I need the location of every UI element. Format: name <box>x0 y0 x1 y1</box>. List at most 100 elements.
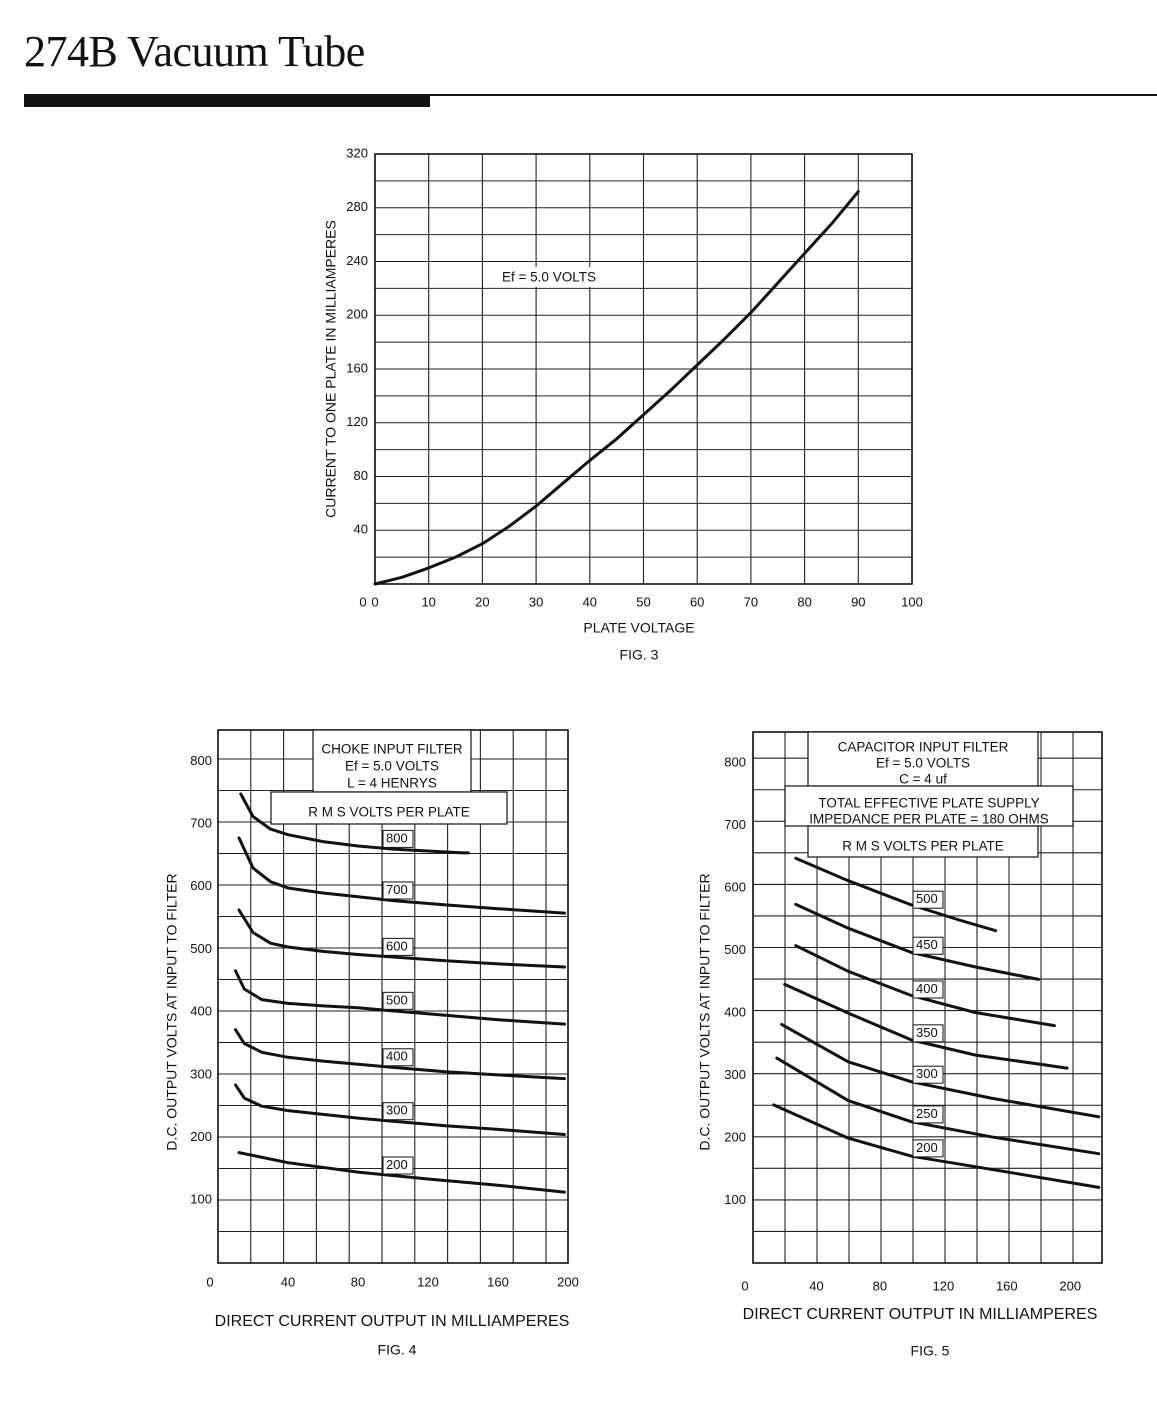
fig5-series-label-box <box>912 1139 944 1158</box>
fig5-x-tick-label: 200 <box>1059 1278 1081 1293</box>
fig3-y-tick-label: 320 <box>346 145 368 160</box>
fig3-caption: FIG. 3 <box>620 647 659 663</box>
fig5-box-line: Ef = 5.0 VOLTS <box>876 756 970 771</box>
fig5-series-label-box <box>912 1024 944 1043</box>
fig3-annotation-bg <box>490 267 602 287</box>
header-rule-thick <box>24 95 430 107</box>
fig5-y-tick-label: 600 <box>724 880 746 895</box>
fig4-series-label-box <box>382 1102 414 1121</box>
fig3-x-tick-label: 60 <box>690 594 704 609</box>
fig5-series-label: 200 <box>916 1140 938 1155</box>
fig4-caption: FIG. 4 <box>378 1342 417 1358</box>
fig5-series-line <box>780 1022 1101 1119</box>
fig3-x-tick-label: 90 <box>851 594 865 609</box>
fig4-x-tick-label: 0 <box>206 1274 213 1289</box>
fig4-x-tick-label: 120 <box>417 1274 439 1289</box>
fig5-y-axis-label: D.C. OUTPUT VOLTS AT INPUT TO FILTER <box>697 873 713 1150</box>
fig4-series-label-box <box>382 1156 414 1175</box>
fig4-series-label: 300 <box>386 1103 408 1118</box>
fig3-frame <box>374 153 913 585</box>
fig4-series-line <box>237 836 566 915</box>
fig5-series-line <box>772 1103 1101 1189</box>
fig5-series-label: 300 <box>916 1066 938 1081</box>
fig4-series-line <box>234 1028 566 1081</box>
fig3-x-tick-label: 20 <box>475 594 489 609</box>
fig5-legend-title: R M S VOLTS PER PLATE <box>842 839 1004 854</box>
fig3-x-tick-label: 10 <box>421 594 435 609</box>
fig4-y-tick-label: 400 <box>190 1004 212 1019</box>
fig5-caption: FIG. 5 <box>911 1343 950 1359</box>
fig5-y-tick-label: 700 <box>724 817 746 832</box>
fig4-x-axis-label: DIRECT CURRENT OUTPUT IN MILLIAMPERES <box>215 1313 570 1330</box>
fig5-series-label: 250 <box>916 1106 938 1121</box>
fig5-y-tick-label: 800 <box>724 755 746 770</box>
fig4-series-label: 700 <box>386 882 408 897</box>
fig5-label-box <box>807 731 1039 787</box>
fig4-y-tick-label: 500 <box>190 941 212 956</box>
fig4-x-tick-label: 200 <box>557 1274 579 1289</box>
fig5-x-tick-label: 80 <box>873 1278 887 1293</box>
fig4-series-label: 800 <box>386 830 408 845</box>
header-rule-thin <box>24 94 1157 96</box>
fig3-x-tick-label: 0 <box>359 594 366 609</box>
fig5-label-box <box>807 825 1039 858</box>
fig5-y-tick-label: 200 <box>724 1129 746 1144</box>
fig4-series-label-box <box>382 1048 414 1067</box>
fig3-y-tick-label: 80 <box>354 468 368 483</box>
fig3-annotation: Ef = 5.0 VOLTS <box>502 270 596 285</box>
fig4-y-tick-label: 700 <box>190 815 212 830</box>
fig3-x-tick-label: 100 <box>901 594 923 609</box>
fig5-series-label: 500 <box>916 891 938 906</box>
fig5-x-tick-label: 0 <box>741 1278 748 1293</box>
page-title: 274B Vacuum Tube <box>24 27 365 76</box>
fig3-y-tick-label: 280 <box>346 199 368 214</box>
fig5-series-label: 400 <box>916 981 938 996</box>
fig4-series-line <box>237 908 566 969</box>
fig4-box-line: Ef = 5.0 VOLTS <box>345 759 439 774</box>
fig5-box2-line: IMPEDANCE PER PLATE = 180 OHMS <box>809 812 1048 827</box>
fig4-series-label: 600 <box>386 938 408 953</box>
fig3-x-tick-label: 70 <box>744 594 758 609</box>
fig5-series-line <box>783 982 1069 1070</box>
fig4-series-line <box>239 792 470 855</box>
fig5-series-label-box <box>912 936 944 955</box>
fig3-y-axis-label: CURRENT TO ONE PLATE IN MILLIAMPERES <box>323 220 339 518</box>
fig5-series-line <box>794 856 998 933</box>
fig5-series-line <box>794 902 1040 981</box>
fig3-series-line <box>373 190 860 586</box>
fig4-y-tick-label: 600 <box>190 878 212 893</box>
fig5-x-tick-label: 120 <box>933 1278 955 1293</box>
fig4-series-label: 200 <box>386 1157 408 1172</box>
fig4-box-line: L = 4 HENRYS <box>347 776 437 791</box>
fig4-y-tick-label: 200 <box>190 1129 212 1144</box>
fig5-series-label-box <box>912 890 944 909</box>
fig4-label-box <box>270 791 508 825</box>
fig4-series-label-box <box>382 881 414 900</box>
fig5-x-tick-label: 160 <box>996 1278 1018 1293</box>
fig5-box2-line: TOTAL EFFECTIVE PLATE SUPPLY <box>818 796 1039 811</box>
fig5-x-tick-label: 40 <box>809 1278 823 1293</box>
fig3-y-tick-label: 40 <box>354 522 368 537</box>
fig3-x-tick-label: 80 <box>797 594 811 609</box>
fig3-y-tick-label: 240 <box>346 253 368 268</box>
fig4-legend-title: R M S VOLTS PER PLATE <box>308 805 470 820</box>
fig4-label-box <box>312 729 472 793</box>
fig5-y-tick-label: 400 <box>724 1005 746 1020</box>
fig3-y-tick-label: 120 <box>346 414 368 429</box>
fig5-series-line <box>794 944 1056 1028</box>
fig4-box-line: CHOKE INPUT FILTER <box>321 742 463 757</box>
fig5-y-tick-label: 300 <box>724 1067 746 1082</box>
fig4-x-tick-label: 160 <box>487 1274 509 1289</box>
fig5-series-label-box <box>912 980 944 999</box>
fig3-x-tick-label: 30 <box>529 594 543 609</box>
fig4-series-line <box>234 1083 566 1136</box>
fig5-x-axis-label: DIRECT CURRENT OUTPUT IN MILLIAMPERES <box>743 1306 1098 1323</box>
fig4-series-label: 400 <box>386 1049 408 1064</box>
fig4-y-tick-label: 300 <box>190 1066 212 1081</box>
fig4-series-line <box>234 969 566 1026</box>
fig4-series-label-box <box>382 991 414 1010</box>
fig5-series-label-box <box>912 1105 944 1124</box>
